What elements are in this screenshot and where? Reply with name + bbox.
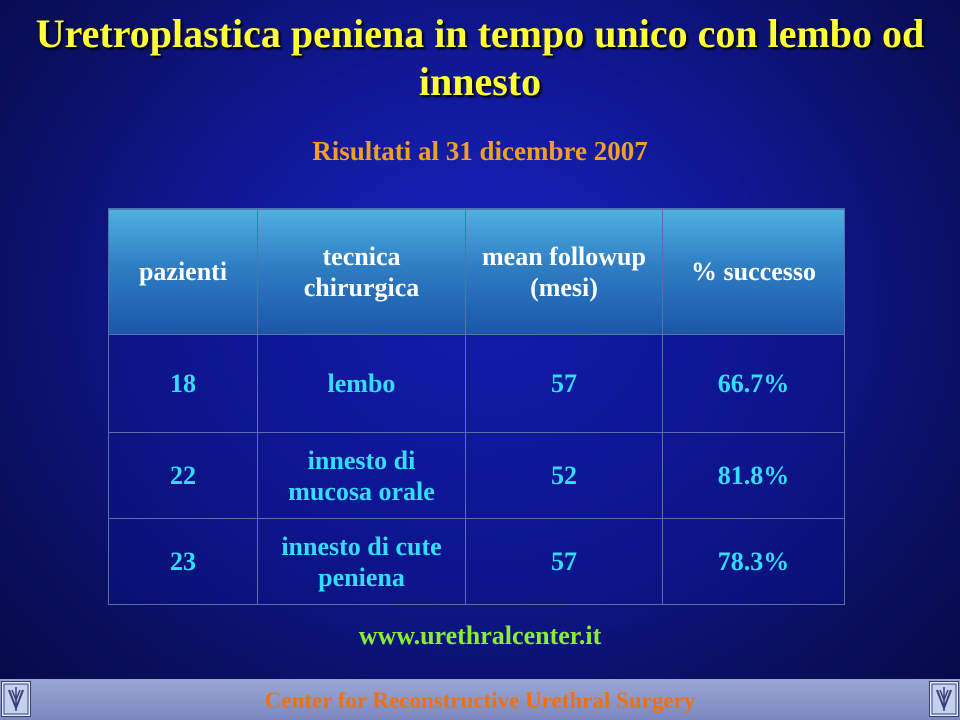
header-tecnica-chirurgica: tecnica chirurgica [257, 208, 466, 335]
center-logo-icon [1, 681, 31, 717]
header-mean-followup: mean followup (mesi) [465, 208, 663, 335]
cell-followup: 52 [465, 432, 663, 519]
results-table: pazienti tecnica chirurgica mean followu… [108, 208, 845, 605]
slide-title: Uretroplastica peniena in tempo unico co… [35, 11, 925, 104]
footer-bar [0, 679, 960, 720]
cell-followup: 57 [465, 518, 663, 605]
center-logo-icon [929, 681, 959, 717]
table-row: 22 innesto di mucosa orale 52 81.8% [108, 432, 845, 519]
cell-successo: 66.7% [662, 334, 845, 433]
cell-tecnica: lembo [257, 334, 466, 433]
table-row: 23 innesto di cute peniena 57 78.3% [108, 518, 845, 605]
header-pazienti: pazienti [108, 208, 258, 335]
cell-tecnica: innesto di mucosa orale [257, 432, 466, 519]
footer-text: Center for Reconstructive Urethral Surge… [264, 688, 696, 713]
slide-subtitle: Risultati al 31 dicembre 2007 [312, 136, 648, 166]
website-link[interactable]: www.urethralcenter.it [358, 621, 602, 650]
cell-successo: 78.3% [662, 518, 845, 605]
cell-tecnica: innesto di cute peniena [257, 518, 466, 605]
cell-pazienti: 23 [108, 518, 258, 605]
cell-pazienti: 18 [108, 334, 258, 433]
cell-followup: 57 [465, 334, 663, 433]
cell-pazienti: 22 [108, 432, 258, 519]
table-header-row: pazienti tecnica chirurgica mean followu… [108, 208, 845, 335]
table-row: 18 lembo 57 66.7% [108, 334, 845, 433]
cell-successo: 81.8% [662, 432, 845, 519]
header-successo: % successo [662, 208, 845, 335]
